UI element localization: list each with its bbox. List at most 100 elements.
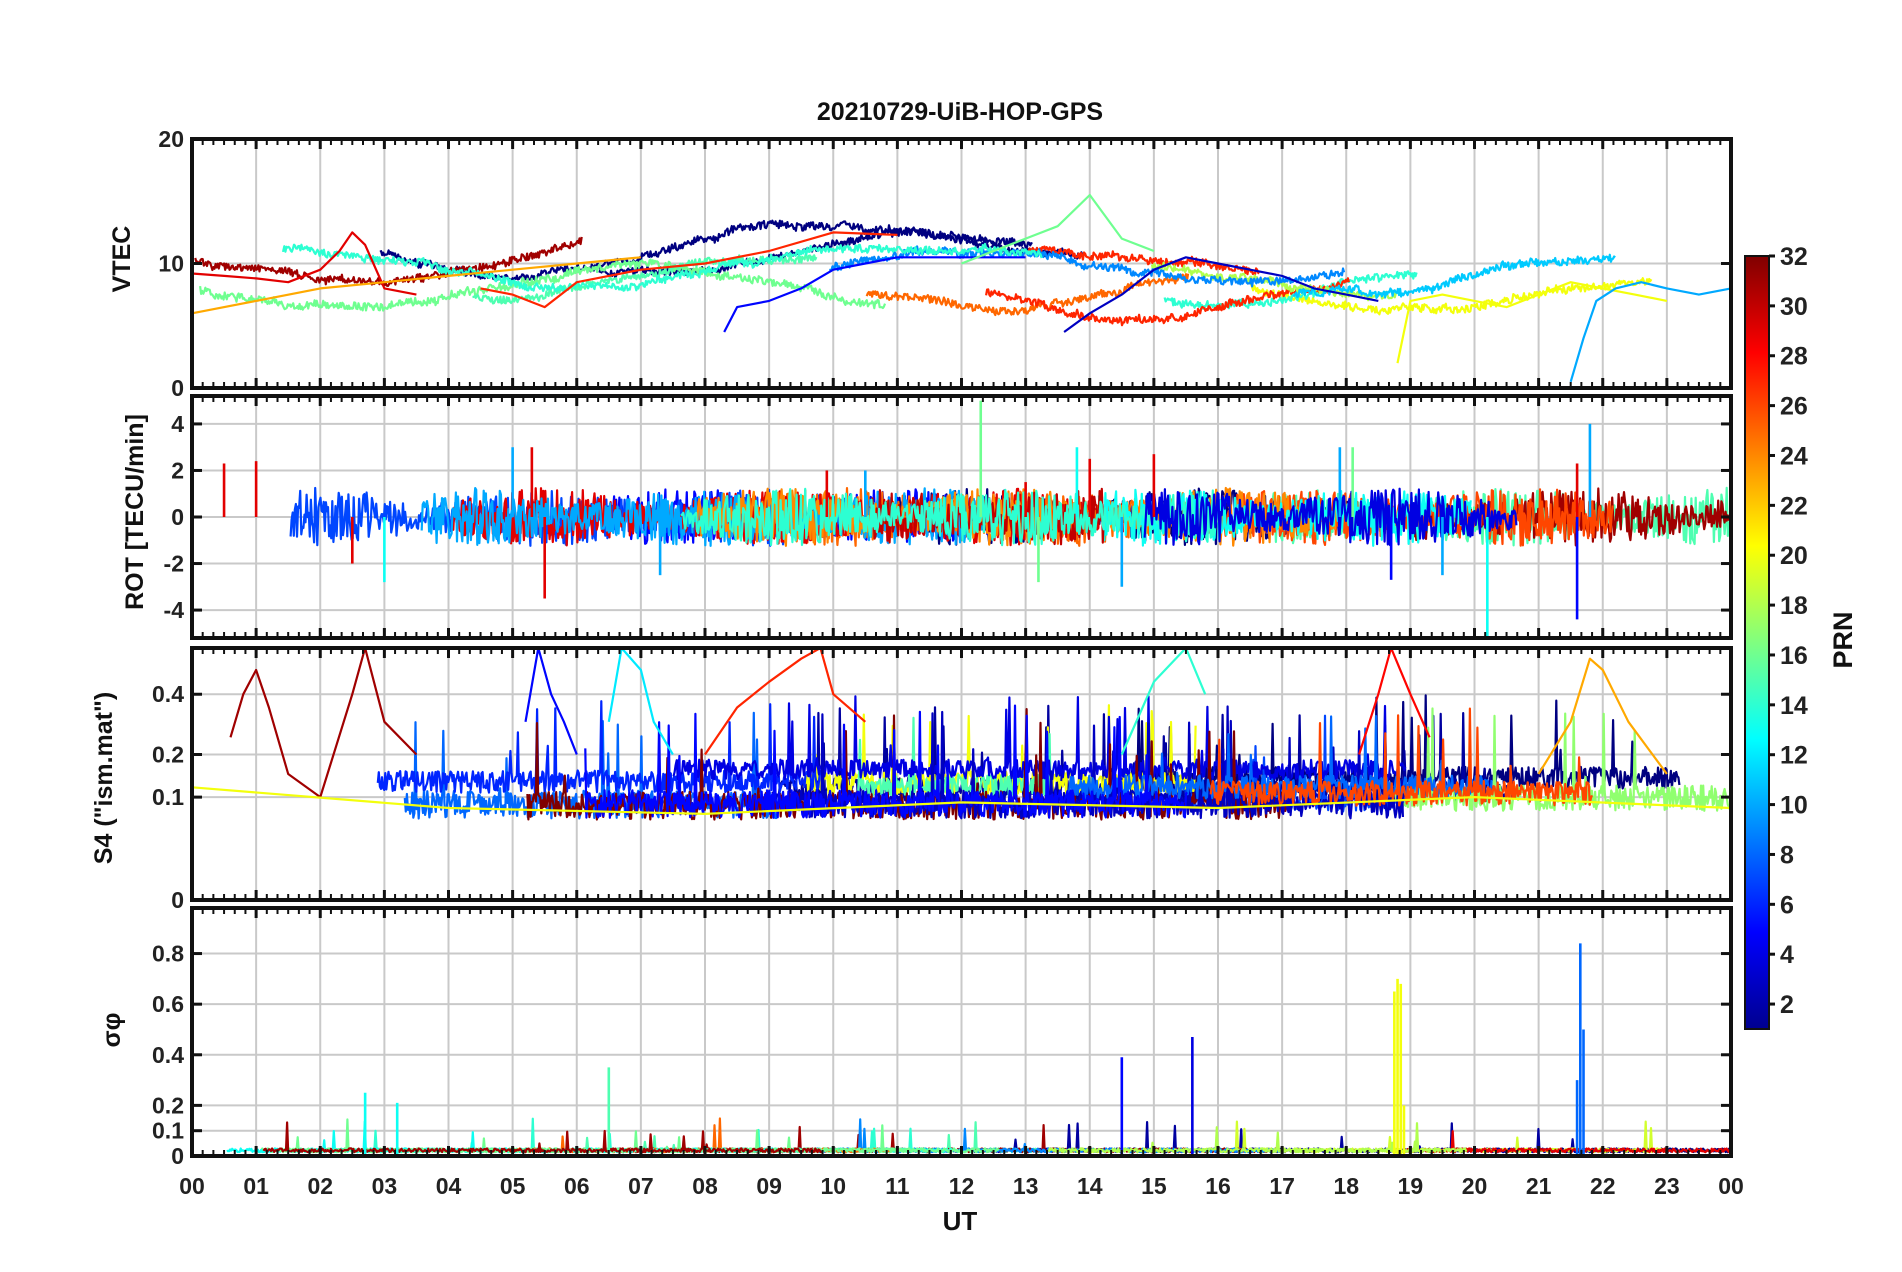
y-tick-label: -4	[164, 597, 185, 623]
y-tick-label: 0.2	[152, 1092, 184, 1118]
y-tick-label: 0.2	[152, 742, 184, 768]
y-tick-label: 0	[171, 504, 184, 530]
figure-title: 20210729-UiB-HOP-GPS	[817, 98, 1103, 126]
x-tick-label: 06	[564, 1173, 590, 1199]
x-tick-label: 18	[1333, 1173, 1359, 1199]
background-trace	[680, 487, 1218, 547]
x-tick-label: 23	[1654, 1173, 1680, 1199]
x-tick-label: 07	[628, 1173, 654, 1199]
rot-ylabel: ROT [TECU/min]	[121, 414, 149, 610]
y-tick-label: 0.1	[152, 1118, 184, 1144]
x-tick-label: 22	[1590, 1173, 1616, 1199]
x-tick-label: 01	[243, 1173, 269, 1199]
series-line-prn-20	[1396, 281, 1668, 364]
y-tick-label: 20	[158, 126, 184, 152]
background-trace	[282, 242, 1043, 293]
x-tick-label: 02	[307, 1173, 333, 1199]
background-trace	[584, 704, 1188, 819]
background-trace	[1123, 694, 1681, 790]
x-tick-label: 10	[820, 1173, 846, 1199]
y-tick-label: 4	[171, 411, 184, 437]
sigma-phi-ylabel: σφ	[98, 1013, 126, 1048]
colorbar-tick-label: 14	[1780, 692, 1808, 720]
x-tick-label: 14	[1077, 1173, 1103, 1199]
colorbar-tick-label: 8	[1780, 841, 1794, 869]
x-tick-label: 04	[436, 1173, 462, 1199]
y-tick-label: 0.4	[152, 1042, 184, 1068]
colorbar-tick-label: 12	[1780, 742, 1808, 770]
background-trace	[1249, 277, 1653, 316]
colorbar-tick-label: 4	[1780, 941, 1794, 969]
colorbar-tick-label: 32	[1780, 243, 1808, 271]
colorbar-tick-label: 30	[1780, 293, 1808, 321]
y-tick-label: 0	[171, 887, 184, 913]
sigma-phi-panel: 00.10.2 0.4 0.6 0.8	[152, 906, 1733, 1169]
x-tick-label: 03	[372, 1173, 398, 1199]
background-trace	[403, 711, 782, 820]
s4-panel: 0 0.1 0.2 0.4	[152, 646, 1733, 913]
y-tick-label: 0.1	[152, 784, 184, 810]
series-line-prn-23	[1537, 657, 1668, 775]
colorbar-tick-label: 28	[1780, 343, 1808, 371]
x-tick-label: 15	[1141, 1173, 1167, 1199]
background-trace	[802, 704, 1197, 796]
colorbar-gradient	[1744, 255, 1770, 1030]
x-tick-label: 19	[1398, 1173, 1424, 1199]
x-tick-label: 16	[1205, 1173, 1231, 1199]
colorbar-tick-label: 20	[1780, 542, 1808, 570]
x-tick-label: 05	[500, 1173, 526, 1199]
x-tick-label: 12	[949, 1173, 975, 1199]
background-trace	[1143, 487, 1518, 547]
colorbar-tick-label: 6	[1780, 891, 1794, 919]
x-tick-label: 20	[1462, 1173, 1488, 1199]
series-line-prn-29	[191, 231, 417, 296]
colorbar-tick-label: 2	[1780, 991, 1794, 1019]
colorbar-tick-label: 10	[1780, 792, 1808, 820]
y-tick-label: 10	[158, 251, 184, 277]
x-tick-labels: 00 01 02 03 04 05 06 07 08 09 10 11 12 13 14 15 16 17 18 19…	[179, 1173, 1744, 1199]
x-tick-label: 00	[1718, 1173, 1744, 1199]
series-line-prn-10	[1569, 281, 1732, 383]
y-tick-label: 0.8	[152, 941, 184, 967]
background-trace	[376, 700, 824, 794]
background-trace	[967, 1120, 1633, 1154]
series-line-prn-14	[1120, 646, 1207, 755]
series-line-prn-23	[191, 256, 642, 315]
background-trace	[985, 277, 1350, 327]
background-trace	[793, 1118, 1286, 1154]
colorbar-tick-label: 16	[1780, 642, 1808, 670]
colorbar-tick-label: 26	[1780, 393, 1808, 421]
colorbar-label: PRN	[1828, 611, 1858, 668]
series-line-prn-27	[480, 231, 898, 309]
y-tick-label: 0.4	[152, 681, 184, 707]
colorbar-tick-label: 22	[1780, 492, 1808, 520]
background-trace	[1292, 253, 1616, 299]
background-trace	[194, 236, 583, 288]
y-tick-label: 0.6	[152, 991, 184, 1017]
y-tick-label: -2	[164, 551, 184, 577]
background-trace	[1209, 707, 1594, 807]
x-tick-label: 11	[885, 1173, 910, 1199]
background-trace	[199, 258, 887, 312]
x-tick-label: 21	[1526, 1173, 1552, 1199]
y-tick-label: 2	[171, 457, 184, 483]
background-trace	[1163, 270, 1418, 310]
vtec-ylabel: VTEC	[108, 226, 136, 293]
s4-ylabel: S4 ("ism.mat")	[90, 692, 118, 864]
series-line-prn-5	[524, 646, 578, 755]
x-axis-label: UT	[943, 1206, 978, 1236]
background-trace	[262, 1121, 823, 1154]
x-tick-label: 08	[692, 1173, 718, 1199]
colorbar-tick-label: 24	[1780, 442, 1808, 470]
y-tick-label: 0	[171, 1143, 184, 1169]
rot-panel: -4 -2 0 2 4	[164, 394, 1733, 640]
background-trace	[855, 716, 1052, 799]
x-tick-label: 17	[1269, 1173, 1295, 1199]
colorbar-tick-label: 18	[1780, 592, 1808, 620]
x-tick-label: 00	[179, 1173, 205, 1199]
vtec-panel: 0 10 20	[158, 126, 1733, 401]
series-line-prn-31	[229, 646, 418, 799]
